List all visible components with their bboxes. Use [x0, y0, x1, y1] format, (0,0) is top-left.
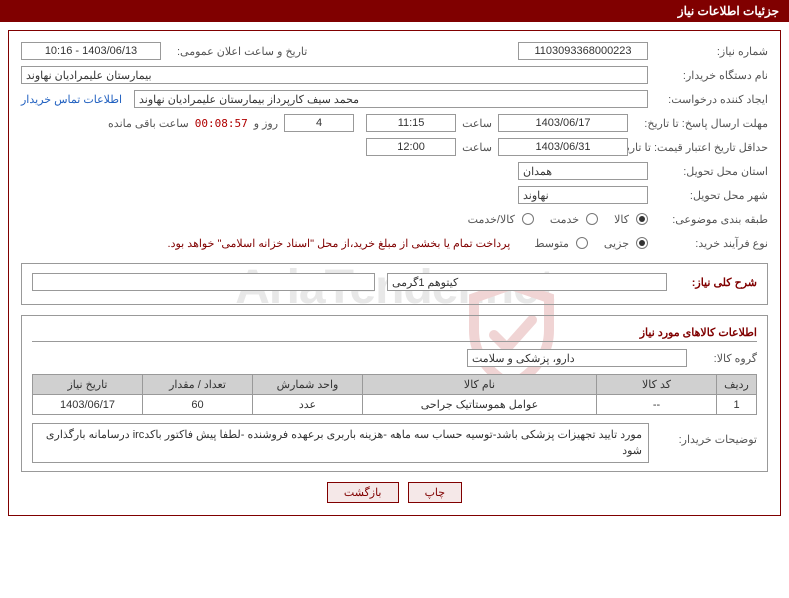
- main-panel: شماره نیاز: 1103093368000223 تاریخ و ساع…: [8, 30, 781, 516]
- row-price-validity: حداقل تاریخ اعتبار قیمت: تا تاریخ: 1403/…: [21, 137, 768, 157]
- row-need-no: شماره نیاز: 1103093368000223 تاریخ و ساع…: [21, 41, 768, 61]
- row-requester: ایجاد کننده درخواست: محمد سیف کارپرداز ب…: [21, 89, 768, 109]
- countdown-timer: 00:08:57: [195, 117, 248, 130]
- field-item-group: دارو، پزشکی و سلامت: [467, 349, 687, 367]
- radio-medium[interactable]: [576, 237, 588, 249]
- print-button[interactable]: چاپ: [408, 482, 463, 503]
- label-purchase-type: نوع فرآیند خرید:: [648, 237, 768, 250]
- field-reply-time: 11:15: [366, 114, 456, 132]
- cell-code: --: [597, 395, 717, 415]
- label-province: استان محل تحویل:: [648, 165, 768, 178]
- row-need-summary: شرح کلی نیاز: کیتوهم 1گرمی: [32, 272, 757, 292]
- label-item-group: گروه کالا:: [687, 352, 757, 365]
- radio-goods-service-label: کالا/خدمت: [456, 213, 515, 226]
- col-qty: تعداد / مقدار: [143, 375, 253, 395]
- field-need-summary-1: کیتوهم 1گرمی: [387, 273, 667, 291]
- col-unit: واحد شمارش: [253, 375, 363, 395]
- label-days-and: روز و: [248, 117, 284, 130]
- summary-panel: شرح کلی نیاز: کیتوهم 1گرمی: [21, 263, 768, 305]
- items-table: ردیف کد کالا نام کالا واحد شمارش تعداد /…: [32, 374, 757, 415]
- cell-unit: عدد: [253, 395, 363, 415]
- back-button[interactable]: بازگشت: [327, 482, 399, 503]
- buyer-contact-link[interactable]: اطلاعات تماس خریدار: [21, 93, 122, 106]
- col-name: نام کالا: [363, 375, 597, 395]
- label-buyer-notes: توضیحات خریدار:: [657, 423, 757, 446]
- radio-medium-label: متوسط: [522, 237, 569, 250]
- label-need-no: شماره نیاز:: [648, 45, 768, 58]
- label-reply-deadline: مهلت ارسال پاسخ: تا تاریخ:: [628, 117, 768, 130]
- label-need-summary: شرح کلی نیاز:: [667, 276, 757, 289]
- row-buyer-notes: توضیحات خریدار: مورد تایید تجهیزات پزشکی…: [32, 423, 757, 463]
- category-radio-group: کالا خدمت کالا/خدمت: [456, 213, 648, 226]
- col-code: کد کالا: [597, 375, 717, 395]
- row-city: شهر محل تحویل: نهاوند: [21, 185, 768, 205]
- row-item-group: گروه کالا: دارو، پزشکی و سلامت: [32, 348, 757, 368]
- button-row: چاپ بازگشت: [21, 472, 768, 507]
- cell-idx: 1: [717, 395, 757, 415]
- field-need-summary-2: [32, 273, 375, 291]
- radio-goods-service[interactable]: [522, 213, 534, 225]
- radio-service-label: خدمت: [538, 213, 579, 226]
- payment-note: پرداخت تمام یا بخشی از مبلغ خرید،از محل …: [168, 237, 511, 250]
- field-days-left: 4: [284, 114, 354, 132]
- radio-minor-label: جزیی: [592, 237, 629, 250]
- radio-minor[interactable]: [636, 237, 648, 249]
- cell-date: 1403/06/17: [33, 395, 143, 415]
- field-price-valid-time: 12:00: [366, 138, 456, 156]
- field-province: همدان: [518, 162, 648, 180]
- table-row: 1 -- عوامل هموستاتیک جراحی عدد 60 1403/0…: [33, 395, 757, 415]
- field-buyer-notes: مورد تایید تجهیزات پزشکی باشد-توسیه حساب…: [32, 423, 649, 463]
- field-reply-date: 1403/06/17: [498, 114, 628, 132]
- label-remaining: ساعت باقی مانده: [102, 117, 195, 130]
- field-price-valid-date: 1403/06/31: [498, 138, 628, 156]
- label-time-2: ساعت: [456, 141, 498, 154]
- items-panel: اطلاعات کالاهای مورد نیاز گروه کالا: دار…: [21, 315, 768, 472]
- cell-name: عوامل هموستاتیک جراحی: [363, 395, 597, 415]
- radio-service[interactable]: [586, 213, 598, 225]
- label-announce-dt: تاریخ و ساعت اعلان عمومی:: [173, 45, 307, 58]
- label-requester: ایجاد کننده درخواست:: [648, 93, 768, 106]
- col-idx: ردیف: [717, 375, 757, 395]
- label-city: شهر محل تحویل:: [648, 189, 768, 202]
- field-requester: محمد سیف کارپرداز بیمارستان علیمرادیان ن…: [134, 90, 648, 108]
- label-buyer-org: نام دستگاه خریدار:: [648, 69, 768, 82]
- cell-qty: 60: [143, 395, 253, 415]
- field-announce-dt: 1403/06/13 - 10:16: [21, 42, 161, 60]
- panel-title: جزئیات اطلاعات نیاز: [678, 4, 779, 18]
- row-buyer-org: نام دستگاه خریدار: بیمارستان علیمرادیان …: [21, 65, 768, 85]
- label-time-1: ساعت: [456, 117, 498, 130]
- row-reply-deadline: مهلت ارسال پاسخ: تا تاریخ: 1403/06/17 سا…: [21, 113, 768, 133]
- col-date: تاریخ نیاز: [33, 375, 143, 395]
- radio-goods-label: کالا: [602, 213, 629, 226]
- items-section-title: اطلاعات کالاهای مورد نیاز: [32, 324, 757, 342]
- row-purchase-type: نوع فرآیند خرید: جزیی متوسط پرداخت تمام …: [21, 233, 768, 253]
- field-city: نهاوند: [518, 186, 648, 204]
- purchase-radio-group: جزیی متوسط: [522, 237, 648, 250]
- table-header-row: ردیف کد کالا نام کالا واحد شمارش تعداد /…: [33, 375, 757, 395]
- panel-header: جزئیات اطلاعات نیاز: [0, 0, 789, 22]
- field-need-no: 1103093368000223: [518, 42, 648, 60]
- label-category: طبقه بندی موضوعی:: [648, 213, 768, 226]
- radio-goods[interactable]: [636, 213, 648, 225]
- row-province: استان محل تحویل: همدان: [21, 161, 768, 181]
- field-buyer-org: بیمارستان علیمرادیان نهاوند: [21, 66, 648, 84]
- label-price-validity: حداقل تاریخ اعتبار قیمت: تا تاریخ:: [628, 141, 768, 154]
- row-category: طبقه بندی موضوعی: کالا خدمت کالا/خدمت: [21, 209, 768, 229]
